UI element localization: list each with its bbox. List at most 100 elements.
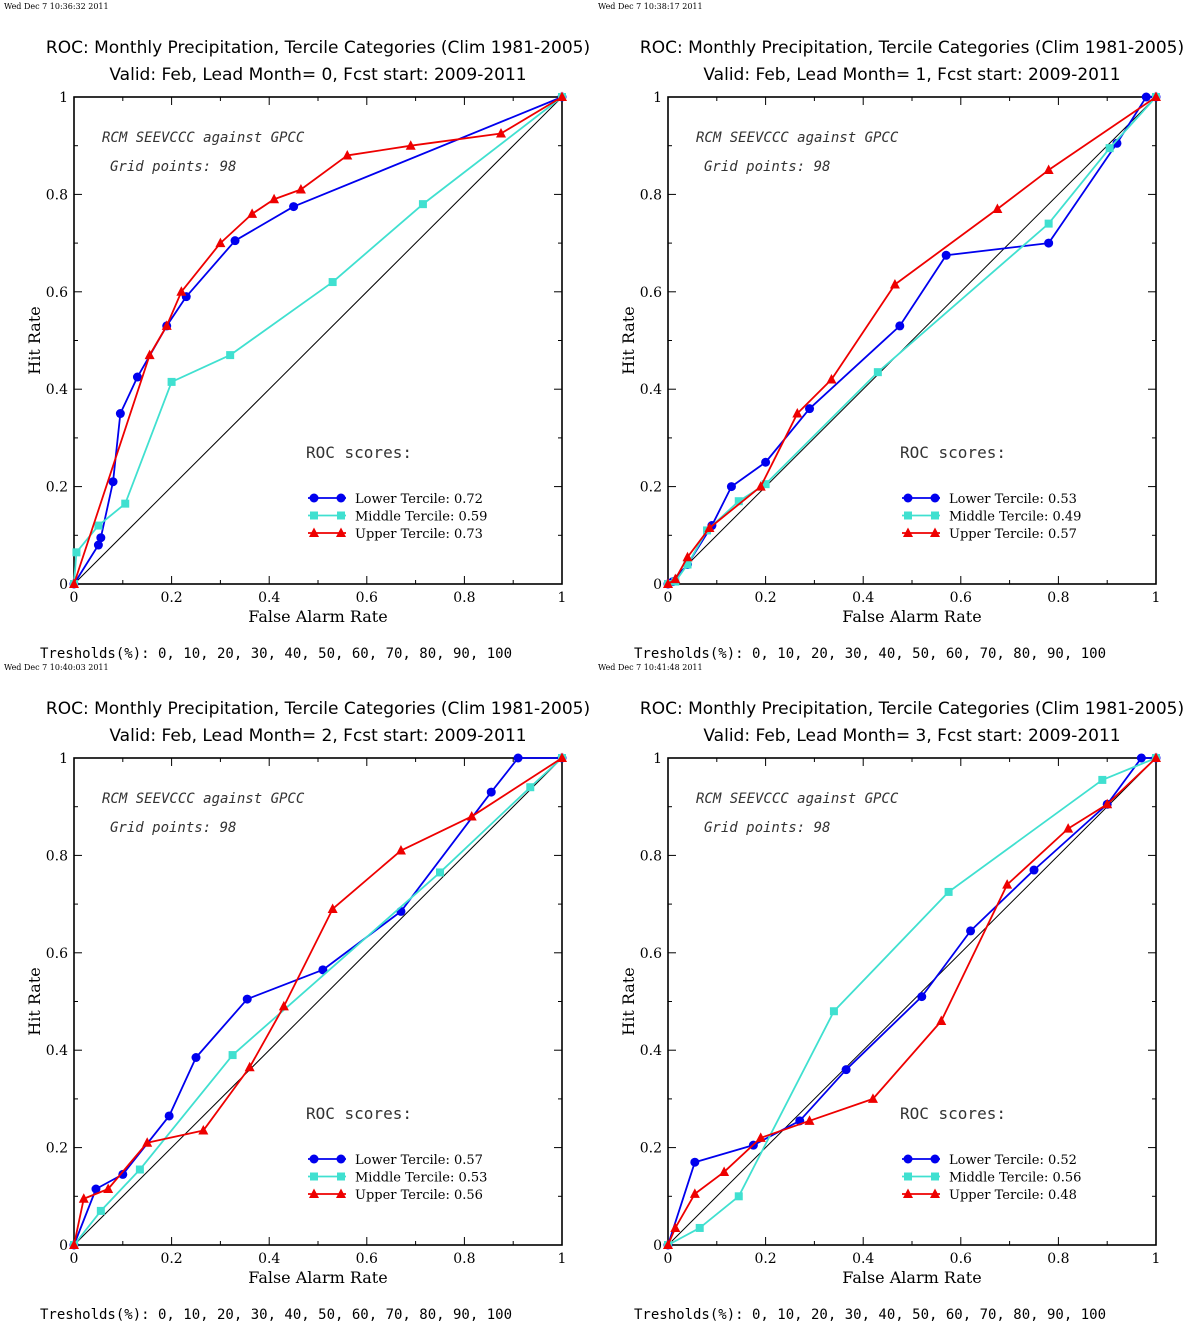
grid-points-annotation: Grid points: 98 — [110, 159, 236, 175]
data-point — [247, 208, 258, 218]
data-point — [1098, 775, 1107, 784]
data-point — [69, 578, 79, 588]
x-axis-label: False Alarm Rate — [842, 607, 981, 626]
legend-marker — [904, 511, 912, 520]
data-point — [719, 1166, 730, 1176]
data-point — [69, 1239, 79, 1249]
legend-label: Upper Tercile: 0.57 — [949, 527, 1077, 542]
x-tick-label: 1 — [558, 590, 567, 606]
roc-panel-1: Wed Dec 7 10:36:32 2011 ROC: Monthly Prec… — [4, 2, 590, 662]
x-tick-label: 1 — [1152, 590, 1161, 606]
data-point — [405, 140, 416, 150]
x-tick-label: 1 — [1152, 1251, 1161, 1267]
timestamp: Wed Dec 7 10:38:17 2011 — [598, 2, 703, 11]
data-point — [1029, 865, 1039, 875]
data-point — [436, 868, 444, 877]
y-tick-label: 0.6 — [46, 946, 68, 962]
legend-marker — [336, 527, 346, 537]
data-point — [289, 202, 299, 212]
data-point — [557, 752, 567, 762]
data-point — [1002, 879, 1013, 889]
data-point — [1043, 164, 1054, 175]
y-tick-label: 0.4 — [640, 1043, 662, 1059]
x-tick-label: 0.4 — [852, 1251, 874, 1267]
data-point — [198, 1125, 209, 1135]
x-tick-label: 0.2 — [754, 590, 776, 606]
legend-marker — [930, 527, 940, 537]
data-point — [93, 540, 103, 550]
data-point — [486, 787, 496, 797]
data-point — [761, 457, 771, 467]
data-point — [992, 203, 1003, 214]
legend-entry: Middle Tercile: 0.56 — [902, 1171, 1081, 1186]
grid-points-annotation: Grid points: 98 — [704, 159, 830, 175]
data-point — [663, 1239, 673, 1249]
legend-marker — [903, 1188, 913, 1198]
data-point — [228, 1051, 237, 1060]
data-point — [695, 1223, 704, 1232]
data-point — [318, 965, 328, 975]
series-triangle — [69, 752, 567, 1249]
y-tick-label: 0.4 — [640, 382, 662, 398]
legend-marker — [336, 1154, 346, 1164]
data-point — [269, 193, 280, 204]
legend-entry: Lower Tercile: 0.52 — [902, 1153, 1077, 1168]
data-point — [132, 372, 142, 382]
thresholds-text: Tresholds(%): 0, 10, 20, 30, 40, 50, 60,… — [634, 646, 1106, 662]
series-line — [73, 96, 563, 585]
x-tick-label: 0.6 — [356, 590, 378, 606]
y-tick-label: 0.6 — [640, 946, 662, 962]
data-point — [328, 278, 337, 287]
data-point — [841, 1065, 851, 1075]
no-skill-diagonal — [667, 96, 1157, 585]
data-point — [115, 409, 125, 419]
data-point — [164, 1111, 174, 1121]
y-axis-label: Hit Rate — [25, 967, 44, 1035]
data-point — [663, 578, 673, 588]
legend-marker — [336, 493, 346, 503]
thresholds-text: Tresholds(%): 0, 10, 20, 30, 40, 50, 60,… — [40, 1307, 512, 1322]
x-tick-label: 0 — [664, 1251, 673, 1267]
series-line — [667, 757, 1157, 1246]
grid-points-annotation: Grid points: 98 — [110, 820, 236, 836]
data-point — [966, 926, 976, 936]
data-point — [1105, 144, 1114, 153]
legend-marker — [337, 1172, 345, 1181]
x-tick-label: 0.6 — [950, 1251, 972, 1267]
chart-title: ROC: Monthly Precipitation, Tercile Cate… — [640, 38, 1184, 58]
y-tick-label: 0.2 — [46, 1141, 68, 1157]
legend-label: Upper Tercile: 0.48 — [949, 1188, 1077, 1203]
data-point — [191, 1053, 201, 1063]
roc-panel-3: Wed Dec 7 10:40:03 2011 ROC: Monthly Prec… — [4, 663, 590, 1322]
x-axis-label: False Alarm Rate — [248, 607, 387, 626]
data-point — [1063, 823, 1074, 833]
roc-scores-label: ROC scores: — [900, 443, 1006, 462]
legend-marker — [931, 1172, 939, 1181]
legend-marker — [930, 1154, 940, 1164]
data-point — [936, 1015, 947, 1025]
y-tick-label: 1 — [59, 751, 68, 767]
data-point — [167, 377, 176, 386]
data-point — [278, 1000, 289, 1011]
data-point — [805, 404, 815, 414]
x-tick-label: 0 — [664, 590, 673, 606]
x-axis-label: False Alarm Rate — [248, 1268, 387, 1287]
data-point — [396, 906, 406, 916]
y-axis-label: Hit Rate — [619, 306, 638, 374]
legend-marker — [309, 527, 319, 537]
legend-label: Lower Tercile: 0.52 — [949, 1153, 1077, 1168]
legend-marker — [310, 511, 318, 520]
data-point — [889, 278, 900, 289]
x-tick-label: 0.6 — [356, 1251, 378, 1267]
data-point — [244, 1061, 255, 1072]
no-skill-diagonal — [73, 96, 563, 585]
legend-label: Upper Tercile: 0.56 — [355, 1188, 483, 1203]
legend-marker — [903, 1154, 913, 1164]
chart-subtitle: Valid: Feb, Lead Month= 2, Fcst start: 2… — [109, 726, 526, 746]
roc-panel-2: Wed Dec 7 10:38:17 2011 ROC: Monthly Prec… — [598, 2, 1184, 662]
y-tick-label: 1 — [653, 751, 662, 767]
legend-marker — [930, 1188, 940, 1198]
data-point — [135, 1165, 144, 1174]
legend-marker — [337, 511, 345, 520]
y-tick-label: 0.2 — [640, 480, 662, 496]
